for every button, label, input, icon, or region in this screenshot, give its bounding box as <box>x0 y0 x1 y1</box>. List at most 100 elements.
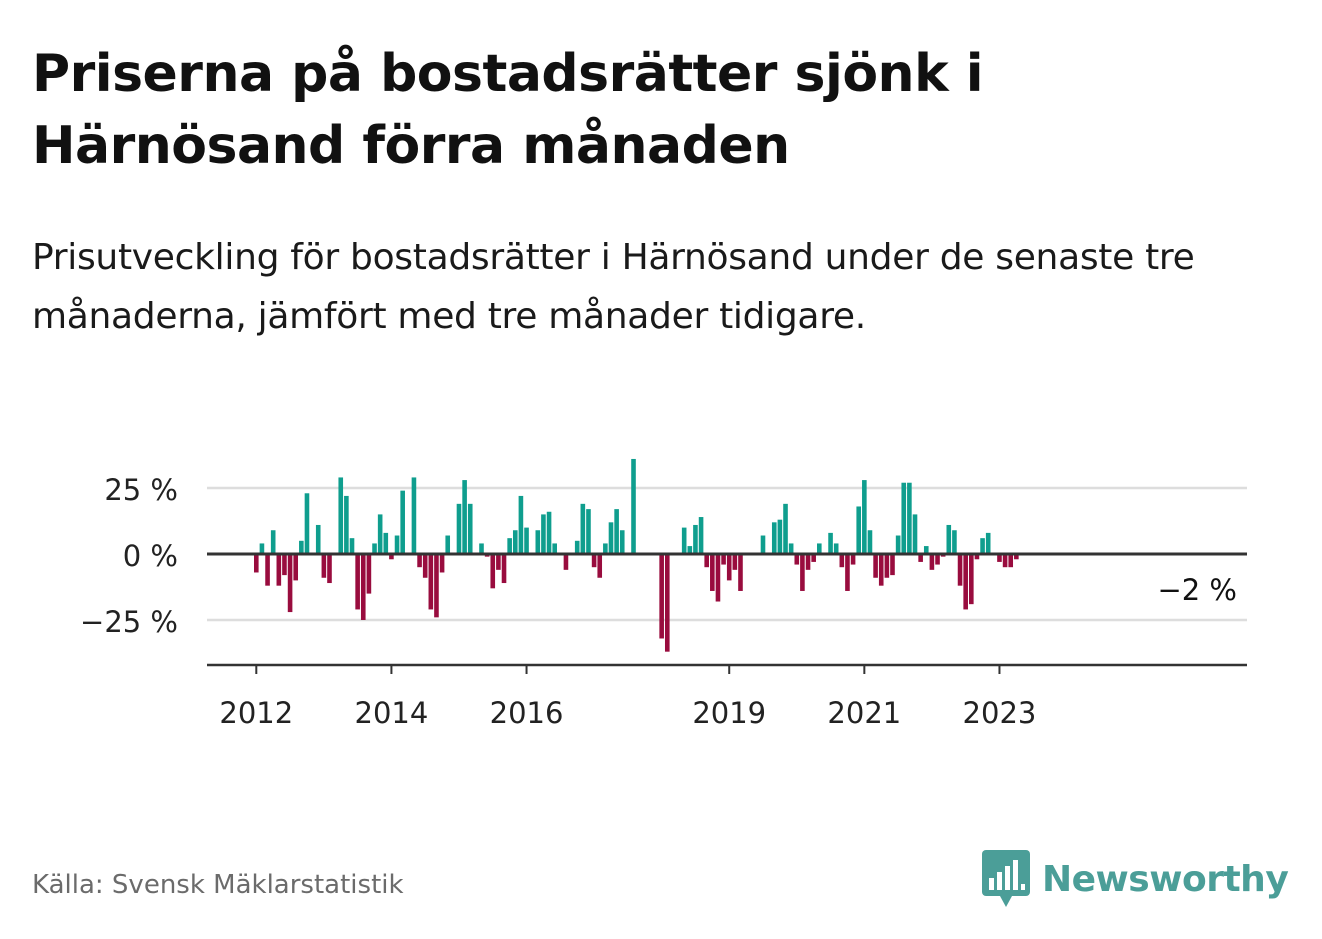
y-tick-label: 25 % <box>104 473 178 507</box>
bar <box>276 554 282 586</box>
bar <box>254 554 259 573</box>
bar <box>873 554 878 578</box>
bar <box>895 535 901 554</box>
bar <box>439 554 445 573</box>
bar <box>963 554 968 610</box>
bar <box>693 524 698 554</box>
bar <box>833 543 839 554</box>
bar <box>788 543 794 554</box>
bar <box>1014 554 1019 560</box>
bar <box>293 554 299 581</box>
bar <box>327 554 332 584</box>
bar-chart: 25 % 0 % −25 % 2012 2014 2016 2019 2021 2023 −2… <box>80 458 1247 730</box>
bar <box>710 554 715 591</box>
bar <box>839 554 845 568</box>
bar <box>862 480 867 554</box>
bar <box>315 524 321 554</box>
bar <box>878 554 884 586</box>
bar <box>952 530 957 554</box>
bar <box>422 554 428 578</box>
bar <box>619 530 625 554</box>
bar <box>923 546 929 554</box>
bar <box>811 554 816 562</box>
bar <box>411 477 417 554</box>
source-note: Källa: Svensk Mäklarstatistik <box>32 870 404 900</box>
bar <box>918 554 923 562</box>
bar <box>574 540 580 554</box>
bar <box>687 546 693 554</box>
x-tick-label: 2021 <box>827 696 901 730</box>
bar <box>445 535 451 554</box>
bar <box>794 554 800 565</box>
bar <box>591 554 597 568</box>
bar <box>456 503 462 554</box>
bar <box>490 554 496 589</box>
bars <box>254 458 1019 652</box>
bar <box>783 503 788 554</box>
bar <box>434 554 439 618</box>
bar <box>321 554 327 578</box>
bar <box>299 540 304 554</box>
bar <box>867 530 873 554</box>
y-tick-label: 0 % <box>123 539 178 573</box>
newsworthy-bar-chart-icon <box>982 850 1030 907</box>
bar <box>344 495 349 554</box>
x-tick-label: 2012 <box>219 696 293 730</box>
bar <box>265 554 270 586</box>
bar <box>738 554 743 591</box>
bar <box>501 554 507 584</box>
bar <box>389 554 394 560</box>
bar <box>845 554 850 591</box>
bar <box>890 554 895 576</box>
bar <box>586 509 591 554</box>
chart-title: Priserna på bostadsrätter sjönk i Härnös… <box>32 44 984 176</box>
bar <box>270 530 276 554</box>
bar <box>377 514 383 554</box>
bar <box>997 554 1002 562</box>
newsworthy-logo: Newsworthy <box>982 850 1289 908</box>
bar <box>721 554 726 565</box>
bar <box>372 543 377 554</box>
bar <box>563 554 569 570</box>
bar <box>360 554 366 620</box>
bar <box>912 514 918 554</box>
bar <box>935 554 940 565</box>
bar <box>507 538 512 554</box>
brand-name: Newsworthy <box>1042 858 1289 900</box>
bar <box>512 530 518 554</box>
bar <box>985 532 991 554</box>
bar <box>580 503 586 554</box>
bar <box>631 458 636 554</box>
bar <box>349 538 355 554</box>
bar <box>394 535 400 554</box>
bar <box>681 527 687 554</box>
bar <box>805 554 811 570</box>
bar <box>355 554 360 610</box>
y-tick-label: −25 % <box>80 605 178 639</box>
bar <box>980 538 985 554</box>
bar <box>535 530 541 554</box>
bar <box>732 554 738 570</box>
bar <box>850 554 856 565</box>
bar <box>479 543 484 554</box>
bar <box>428 554 434 610</box>
bar <box>664 554 670 652</box>
y-axis-ticks: 25 % 0 % −25 % <box>80 473 178 639</box>
last-value-label: −2 % <box>1157 573 1237 607</box>
bar <box>760 535 766 554</box>
bar <box>614 509 619 554</box>
bar <box>259 543 265 554</box>
bar <box>467 503 473 554</box>
bar <box>828 532 833 554</box>
bar <box>304 493 310 554</box>
bar <box>287 554 293 613</box>
bar <box>400 490 405 554</box>
bar <box>726 554 732 581</box>
bar <box>659 554 664 639</box>
bar <box>698 517 704 554</box>
bar <box>974 554 980 560</box>
bar <box>957 554 963 586</box>
bar <box>417 554 422 568</box>
bar <box>704 554 709 568</box>
bar <box>524 527 529 554</box>
